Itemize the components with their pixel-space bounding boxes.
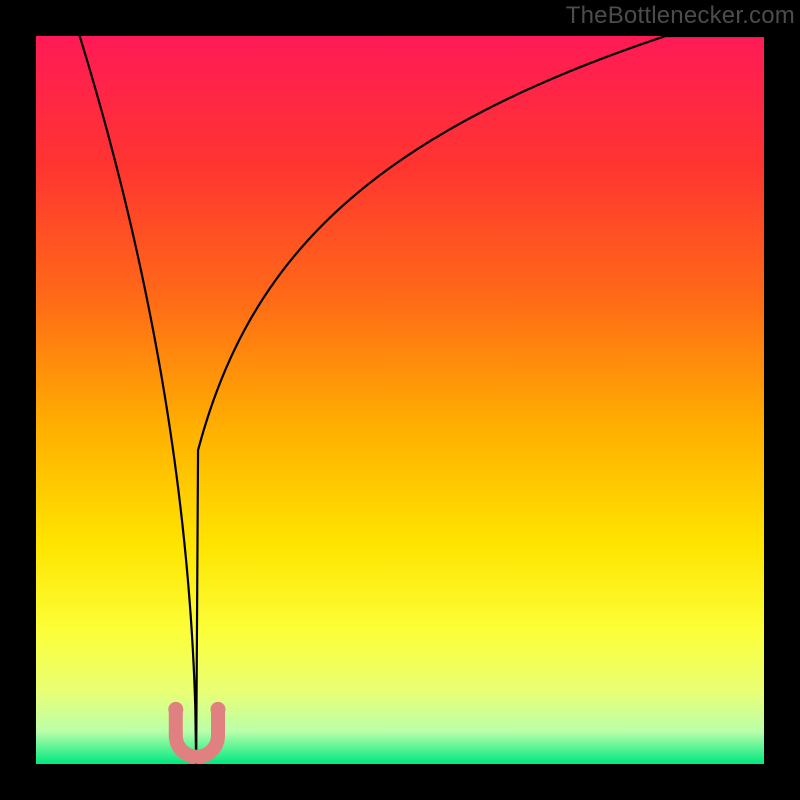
watermark-text: TheBottlenecker.com [566, 2, 795, 30]
highlight-cap-right [211, 702, 226, 717]
highlight-cap-left [168, 702, 183, 717]
chart-container: TheBottlenecker.com [0, 0, 800, 800]
plot-background [36, 36, 764, 764]
plot-svg [36, 36, 764, 764]
plot-area [36, 36, 764, 764]
